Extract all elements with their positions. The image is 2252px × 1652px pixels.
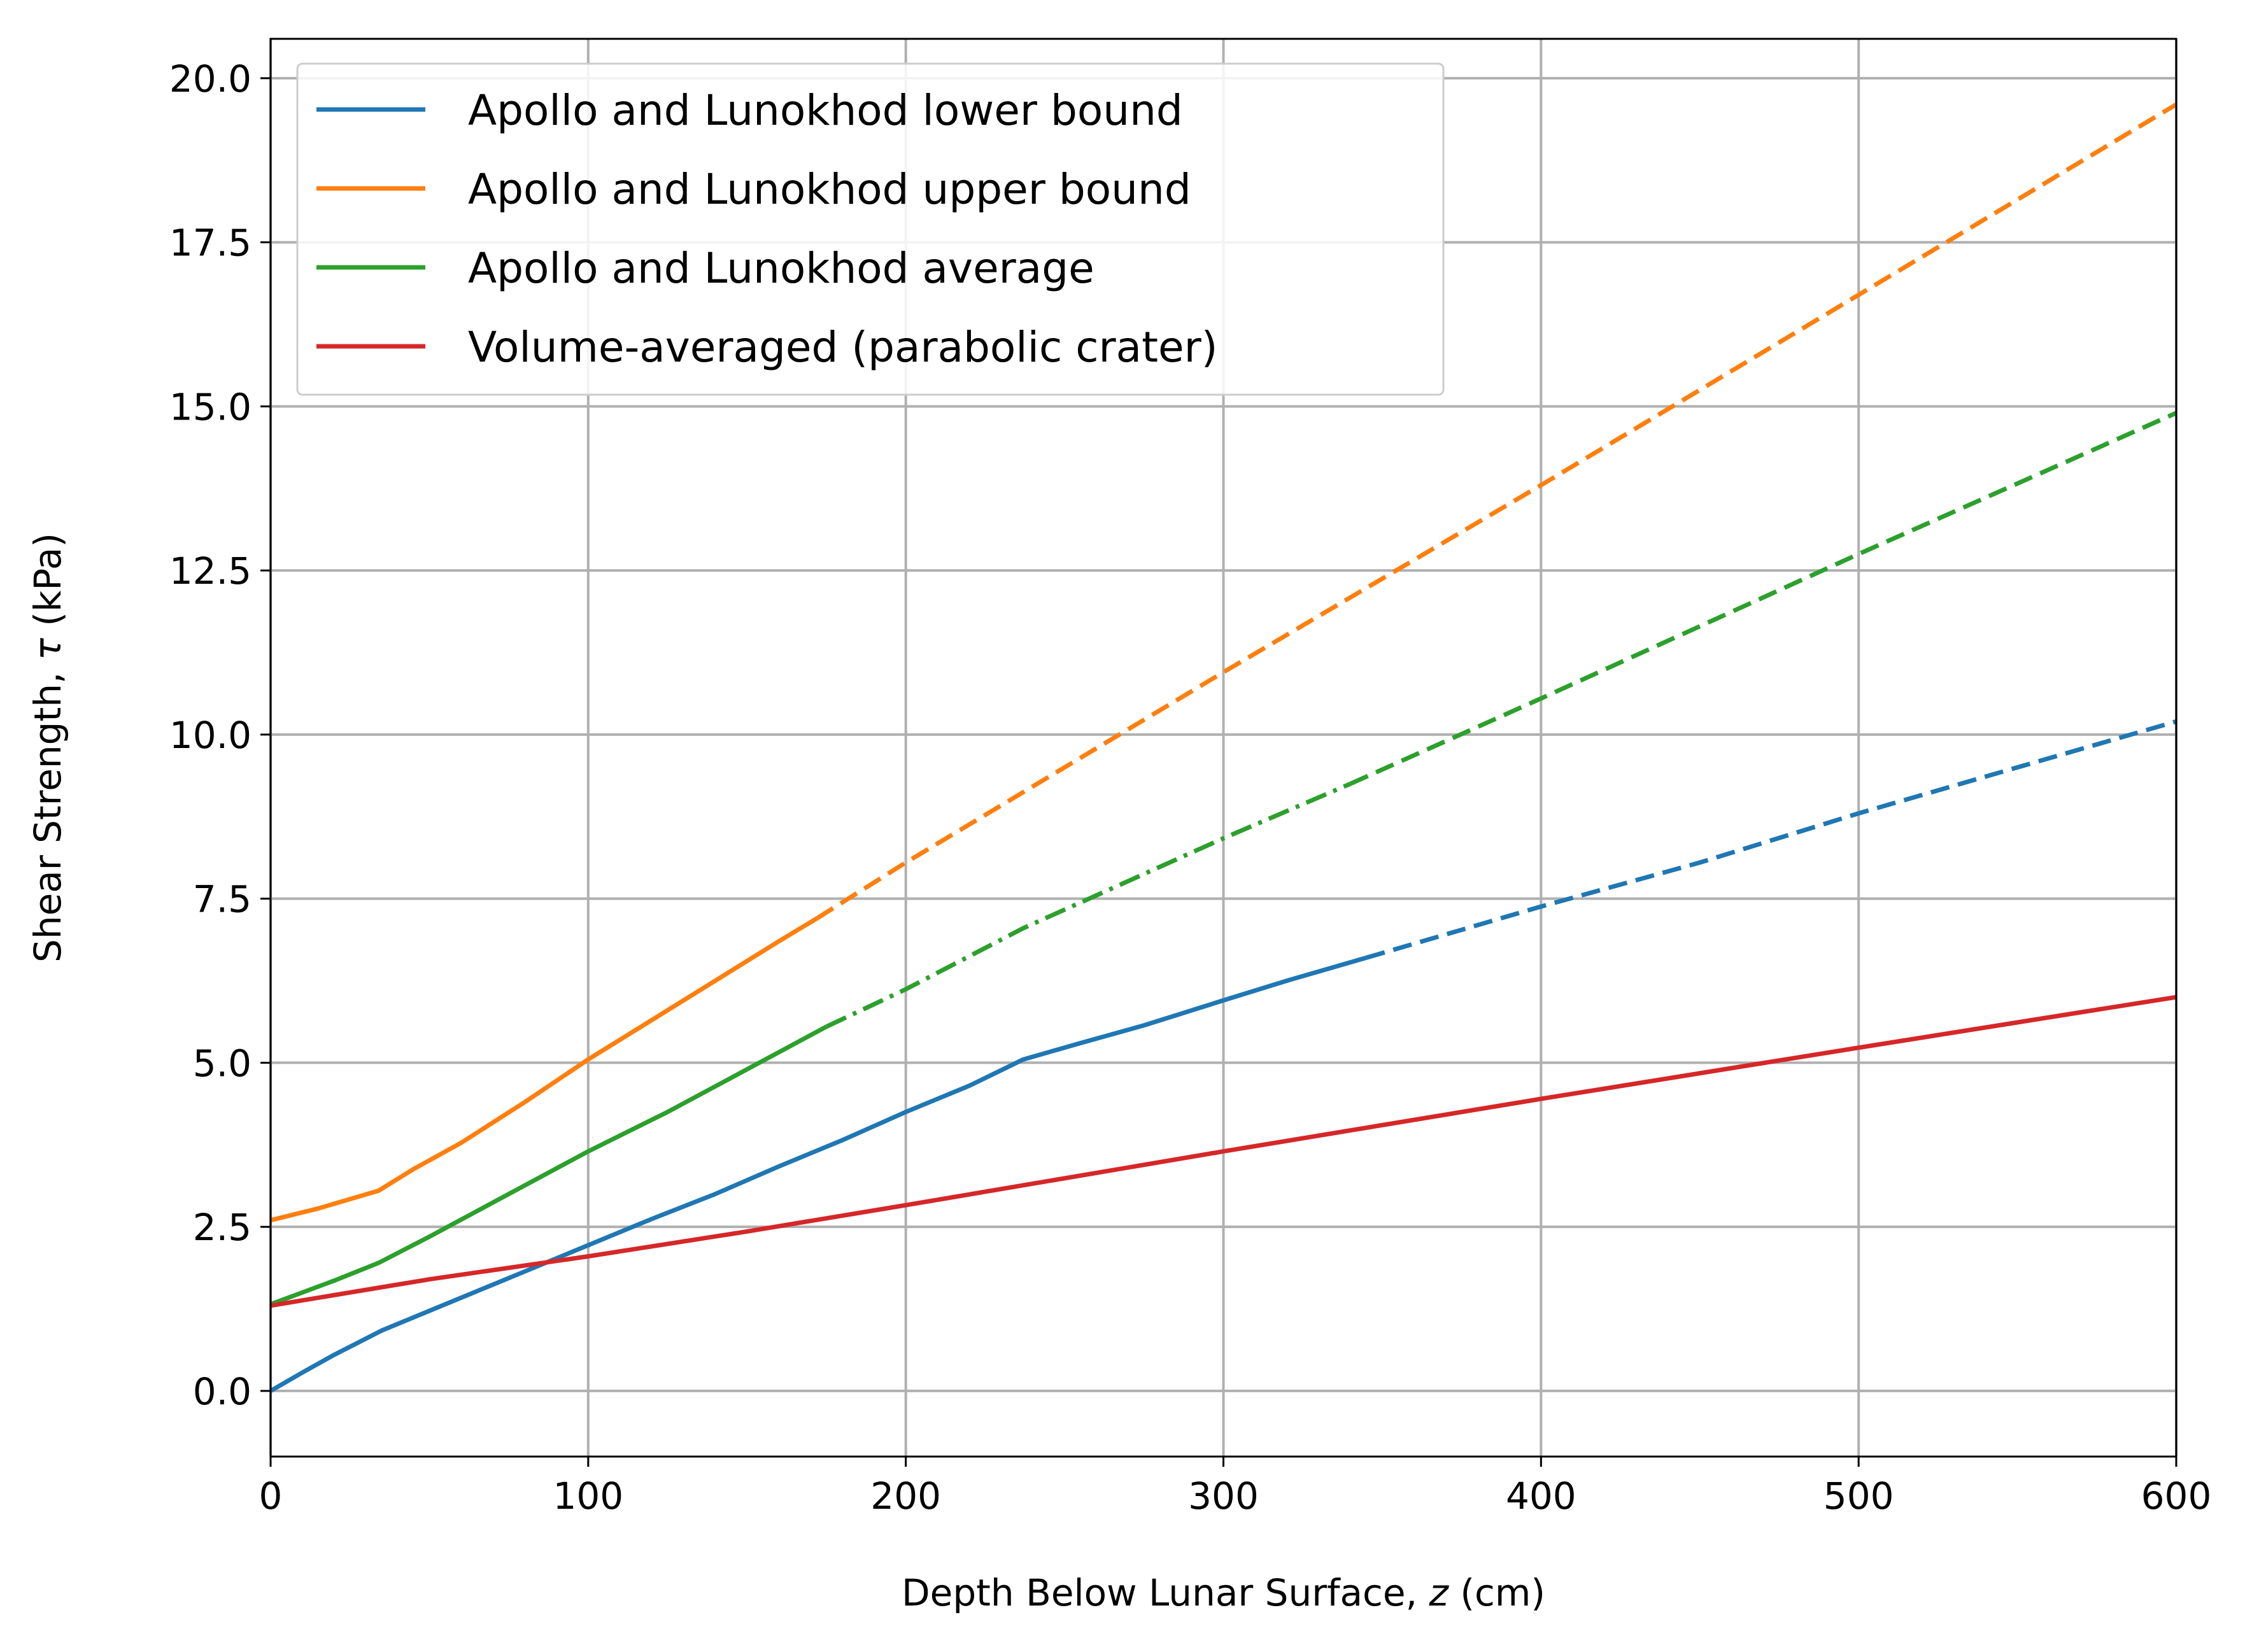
- y-tick-label: 12.5: [169, 549, 251, 593]
- legend-box: [296, 62, 1445, 396]
- y-tick-label: 7.5: [193, 878, 251, 921]
- x-tick-label: 500: [1824, 1474, 1894, 1518]
- x-tick-label: 600: [2141, 1474, 2212, 1518]
- axis-ticks: 0 100 200 300 400 500 600 0.0 2.5 5.0 7.5 10.0 12.5 1…: [169, 57, 2212, 1518]
- y-tick-label: 20.0: [169, 57, 251, 101]
- series-1-dashed-segment: [816, 102, 2178, 921]
- x-tick-label: 100: [553, 1474, 623, 1518]
- y-tick-label: 15.0: [169, 385, 251, 428]
- x-tick-label: 200: [870, 1474, 941, 1518]
- x-axis-label-var: z: [1428, 1571, 1449, 1614]
- x-axis-label-suffix: (cm): [1448, 1571, 1545, 1614]
- x-axis-label: Depth Below Lunar Surface, z (cm): [902, 1571, 1545, 1614]
- x-axis-label-prefix: Depth Below Lunar Surface,: [902, 1571, 1429, 1614]
- series-lines: [269, 102, 2178, 1393]
- y-tick-label: 2.5: [193, 1206, 251, 1249]
- y-tick-label: 17.5: [169, 222, 251, 265]
- legend-label: Apollo and Lunokhod lower bound: [468, 86, 1183, 135]
- series-0-dashed-segment: [1366, 719, 2177, 960]
- legend-label: Apollo and Lunokhod average: [468, 244, 1094, 293]
- x-tick-label: 300: [1188, 1474, 1259, 1518]
- y-axis-label: Shear Strength, τ (kPa): [26, 533, 69, 963]
- y-tick-label: 5.0: [193, 1041, 251, 1085]
- y-axis-label-prefix: Shear Strength,: [26, 660, 69, 963]
- series-2-dashdot-segment: [825, 781, 1352, 1029]
- legend-label: Apollo and Lunokhod upper bound: [468, 165, 1191, 214]
- grid: [269, 39, 2178, 1457]
- y-axis-label-suffix: (kPa): [26, 533, 69, 638]
- series-1-solid-segment: [270, 916, 818, 1223]
- series-2-dashed-segment: [1349, 411, 2178, 786]
- y-axis-label-var: τ: [26, 637, 69, 660]
- y-tick-label: 0.0: [193, 1370, 251, 1413]
- y-tick-label: 10.0: [169, 714, 251, 757]
- series-2-solid-segment: [269, 1024, 828, 1307]
- x-tick-label: 0: [259, 1474, 283, 1518]
- series-3-solid-segment: [270, 994, 2177, 1308]
- legend-label: Volume-averaged (parabolic crater): [468, 323, 1217, 372]
- x-tick-label: 400: [1506, 1474, 1576, 1518]
- series-0-solid-segment: [269, 956, 1367, 1393]
- legend: Apollo and Lunokhod lower bound Apollo an…: [296, 62, 1445, 396]
